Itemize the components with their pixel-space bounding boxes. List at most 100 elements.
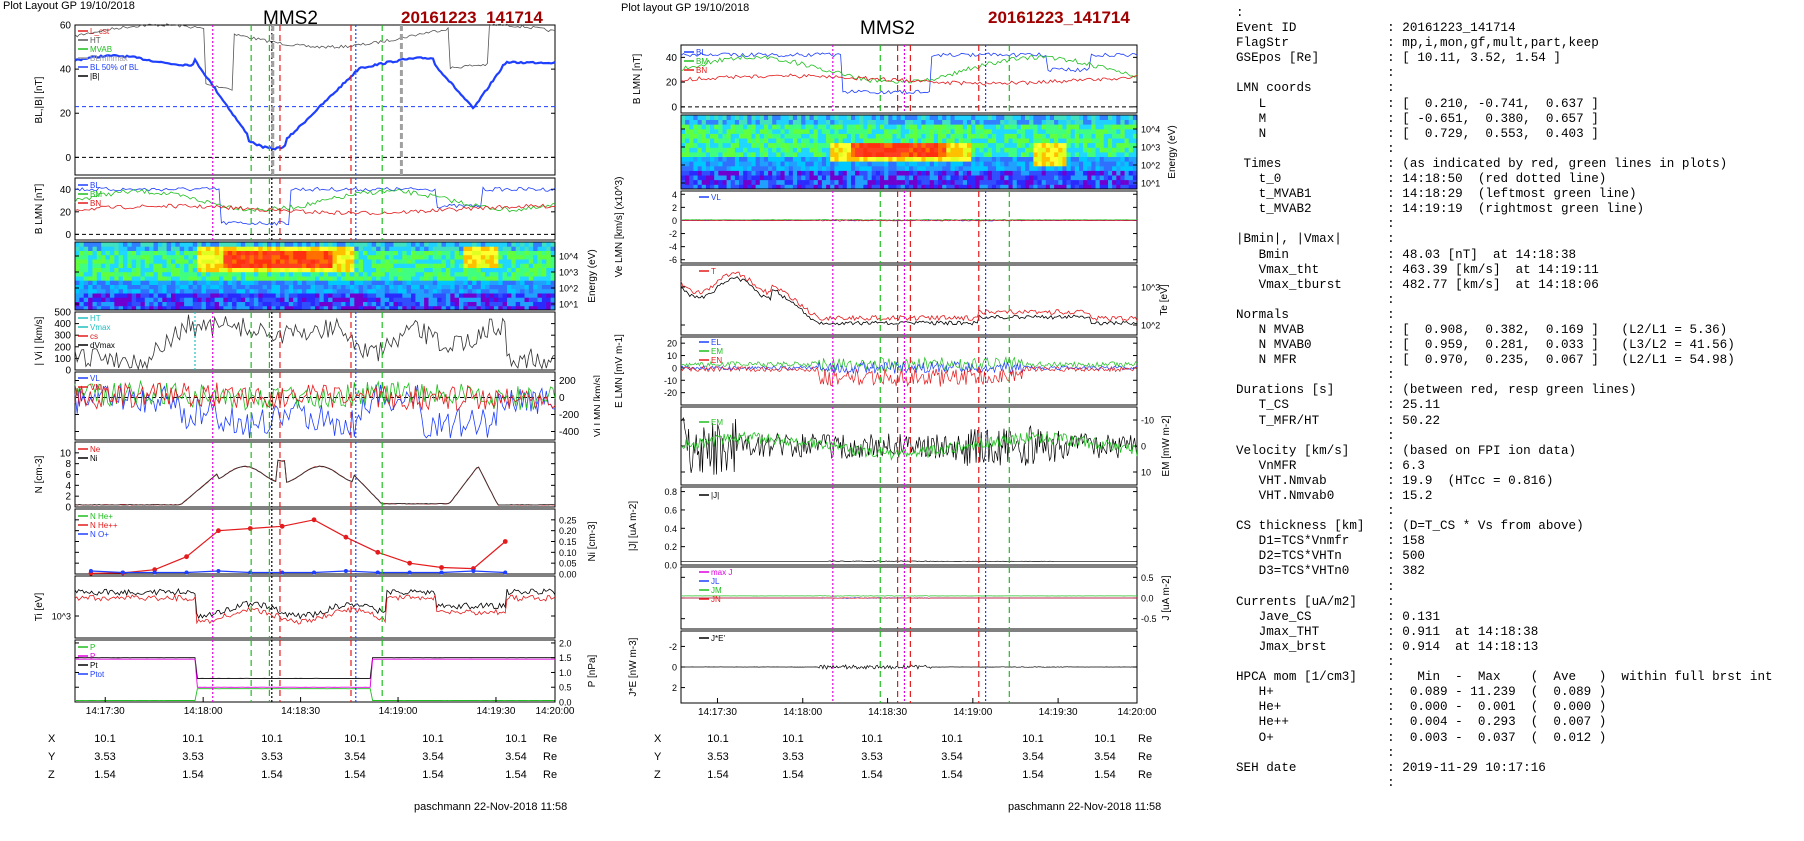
legend-entry: T (711, 267, 716, 276)
spectrogram-cell (149, 293, 154, 298)
spectrogram-cell (480, 293, 486, 298)
spectrogram-cell (909, 138, 914, 144)
spectrogram-cell (830, 142, 835, 148)
spectrogram-cell (480, 305, 486, 311)
spectrogram-cell (809, 138, 814, 144)
spectrogram-cell (792, 170, 798, 176)
spectrogram-cell (419, 297, 425, 302)
spectrogram-cell (693, 152, 698, 157)
tick-label: 0.0 (559, 698, 572, 708)
spectrogram-cell (1020, 165, 1026, 171)
spectrogram-cell (354, 250, 360, 256)
spectrogram-cell (245, 297, 250, 302)
spectrogram-cell (991, 184, 997, 190)
spectrogram-cell (415, 259, 421, 264)
spectrogram-cell (817, 165, 823, 171)
legend-entry: N He+ (90, 512, 113, 521)
data-point (503, 570, 508, 575)
spectrogram-cell (962, 115, 968, 120)
spectrogram-cell (341, 288, 346, 294)
spectrogram-cell (888, 156, 893, 162)
spectrogram-cell (179, 259, 185, 264)
spectrogram-cell (933, 165, 939, 171)
data-point (280, 570, 285, 575)
spectrogram-cell (896, 175, 902, 181)
position-value: 3.53 (182, 751, 204, 763)
spectrogram-cell (149, 276, 154, 281)
spectrogram-cell (219, 305, 224, 311)
spectrogram-cell (123, 297, 128, 302)
spectrogram-cell (363, 246, 368, 251)
spectrogram-cell (801, 115, 806, 120)
spectrogram-cell (127, 284, 133, 290)
spectrogram-cell (140, 254, 146, 260)
spectrogram-cell (693, 147, 698, 153)
spectrogram-cell (763, 119, 769, 125)
spectrogram-cell (759, 179, 765, 185)
spectrogram-cell (140, 301, 146, 307)
spectrogram-cell (249, 301, 255, 307)
spectrogram-cell (809, 161, 814, 167)
spectrogram-cell (776, 165, 781, 171)
spectrogram-cell (1041, 115, 1047, 120)
spectrogram-cell (498, 254, 504, 260)
spectrogram-cell (507, 242, 512, 247)
spectrogram-cell (900, 165, 906, 171)
spectrogram-cell (1120, 156, 1125, 162)
spectrogram-cell (293, 301, 298, 307)
spectrogram-cell (210, 297, 216, 302)
spectrogram-cell (459, 246, 464, 251)
spectrogram-cell (880, 142, 885, 148)
spectrogram-cell (1049, 152, 1055, 157)
spectrogram-cell (1074, 152, 1080, 157)
spectrogram-cell (493, 246, 499, 251)
spectrogram-cell (214, 246, 220, 251)
spectrogram-cell (437, 242, 442, 247)
spectrogram-cell (297, 297, 303, 302)
spectrogram-cell (859, 119, 864, 125)
spectrogram-cell (83, 254, 89, 260)
spectrogram-cell (979, 133, 984, 139)
spectrogram-cell (1045, 138, 1051, 144)
spectrogram-cell (406, 254, 412, 260)
x-tick-label: 14:18:30 (868, 707, 907, 718)
spectrogram-cell (480, 254, 486, 260)
spectrogram-cell (197, 250, 202, 256)
spectrogram-cell (809, 179, 814, 185)
spectrogram-cell (101, 301, 106, 307)
spectrogram-cell (546, 276, 552, 281)
spectrogram-cell (991, 147, 997, 153)
spectrogram-cell (415, 276, 421, 281)
spectrogram-cell (1004, 161, 1009, 167)
series-vm (74, 379, 556, 411)
spectrogram-cell (1066, 133, 1071, 139)
position-value: 3.54 (422, 751, 444, 763)
spectrogram-cell (419, 259, 425, 264)
spectrogram-cell (445, 305, 451, 311)
spectrogram-cell (96, 297, 102, 302)
spectrogram-cell (328, 250, 333, 256)
spectrogram-cell (950, 119, 955, 125)
spectrogram-cell (967, 128, 972, 134)
tick-label: 0 (672, 663, 677, 673)
spectrogram-cell (541, 297, 547, 302)
spectrogram-cell (214, 280, 220, 285)
series-bm (680, 54, 1138, 84)
spectrogram-cell (445, 280, 451, 285)
spectrogram-cell (293, 254, 298, 260)
spectrogram-cell (533, 259, 538, 264)
spectrogram-cell (817, 156, 823, 162)
spectrogram-cell (415, 267, 421, 273)
spectrogram-cell (358, 305, 364, 311)
spectrogram-cell (689, 138, 694, 144)
spectrogram-cell (131, 250, 137, 256)
spectrogram-cell (328, 276, 333, 281)
spectrogram-cell (830, 147, 835, 153)
spectrogram-cell (780, 175, 785, 181)
spectrogram-cell (498, 280, 504, 285)
spectrogram-cell (996, 179, 1001, 185)
spectrogram-cell (445, 297, 451, 302)
spectrogram-cell (718, 119, 723, 125)
spectrogram-cell (681, 124, 686, 130)
spectrogram-cell (441, 297, 447, 302)
